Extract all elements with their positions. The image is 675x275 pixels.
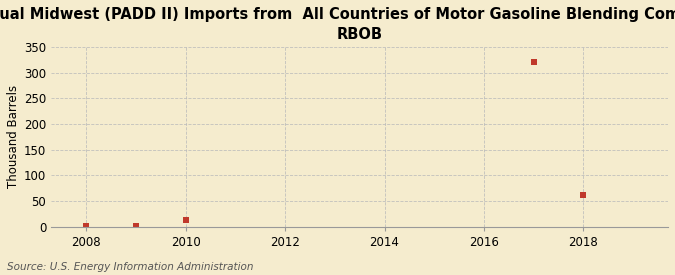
Title: Annual Midwest (PADD II) Imports from  All Countries of Motor Gasoline Blending : Annual Midwest (PADD II) Imports from Al… [0, 7, 675, 42]
Y-axis label: Thousand Barrels: Thousand Barrels [7, 85, 20, 188]
Text: Source: U.S. Energy Information Administration: Source: U.S. Energy Information Administ… [7, 262, 253, 272]
